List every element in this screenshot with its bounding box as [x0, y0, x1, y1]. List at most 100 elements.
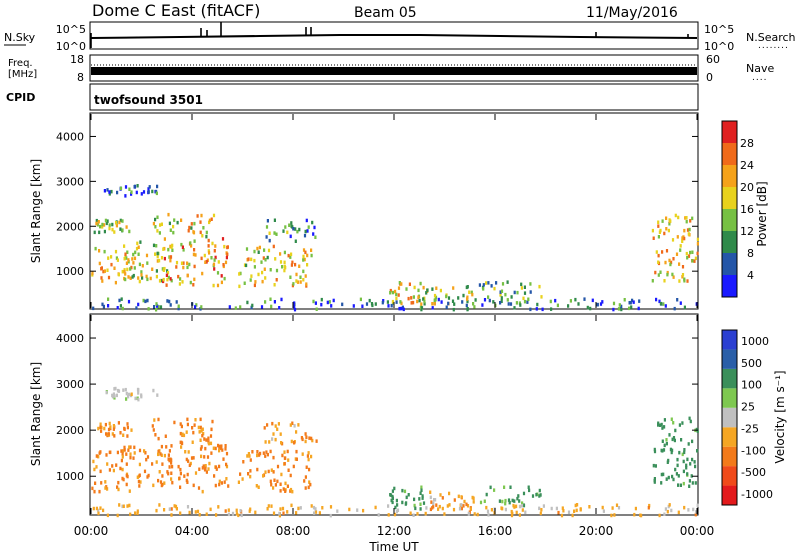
scatter-cell [157, 436, 160, 441]
scatter-cell [225, 464, 229, 469]
scatter-cell [294, 227, 297, 231]
scatter-cell [522, 491, 526, 496]
scatter-cell [134, 511, 137, 515]
y-tick-label: 4000 [56, 130, 84, 143]
scatter-cell [691, 250, 694, 254]
sky-left-label: N.Sky [4, 31, 36, 44]
scatter-cell [261, 270, 264, 275]
scatter-cell [281, 453, 284, 458]
scatter-cell [133, 185, 136, 189]
scatter-cell [390, 303, 393, 308]
scatter-cell [678, 423, 681, 427]
scatter-cell [670, 260, 673, 265]
scatter-cell [194, 305, 197, 309]
scatter-cell [199, 307, 202, 311]
scatter-cell [132, 273, 135, 278]
scatter-cell [186, 265, 189, 270]
scatter-cell [696, 251, 699, 256]
scatter-cell [628, 301, 631, 305]
scatter-cell [177, 306, 180, 311]
scatter-cell [396, 503, 399, 507]
scatter-cell [596, 302, 599, 307]
velocity-y-label: Slant Range [km] [29, 362, 43, 466]
scatter-cell [679, 301, 682, 305]
scatter-cell [216, 271, 220, 275]
scatter-cell [97, 508, 100, 513]
scatter-cell [554, 298, 557, 303]
scatter-cell [158, 470, 161, 474]
y-tick-label: 2000 [56, 220, 84, 233]
scatter-cell [660, 422, 663, 427]
scatter-cell [191, 440, 194, 444]
scatter-cell [151, 462, 154, 466]
scatter-cell [124, 185, 128, 189]
scatter-cell [437, 297, 440, 302]
scatter-cell [152, 388, 155, 393]
scatter-cell [111, 222, 114, 227]
scatter-cell [246, 300, 249, 305]
scatter-cell [151, 189, 154, 194]
scatter-cell [419, 281, 422, 286]
scatter-cell [661, 219, 664, 223]
scatter-cell [152, 221, 155, 226]
scatter-cell [251, 450, 254, 454]
scatter-cell [657, 423, 660, 427]
scatter-cell [136, 475, 139, 479]
scatter-cell [637, 306, 640, 311]
scatter-cell [418, 298, 421, 303]
scatter-cell [226, 245, 229, 250]
scatter-cell [301, 452, 304, 456]
scatter-cell [122, 504, 125, 508]
scatter-cell [279, 482, 282, 486]
scatter-cell [104, 422, 107, 427]
scatter-cell [121, 452, 124, 456]
scatter-region [263, 421, 318, 446]
velocity-scatter [91, 386, 699, 518]
scatter-cell [176, 220, 179, 225]
scatter-cell [108, 468, 111, 472]
scatter-cell [305, 218, 308, 223]
scatter-cell [683, 228, 686, 233]
scatter-cell [261, 279, 264, 284]
scatter-cell [173, 218, 176, 222]
scatter-cell [227, 508, 230, 512]
scatter-cell [289, 275, 292, 279]
scatter-cell [289, 255, 292, 259]
scatter-cell [184, 450, 187, 454]
scatter-cell [127, 394, 130, 399]
scatter-cell [279, 489, 282, 493]
sky-panel-frame [89, 21, 699, 50]
scatter-cell [217, 260, 220, 264]
scatter-cell [257, 250, 260, 254]
scatter-cell [272, 455, 275, 460]
scatter-cell [166, 470, 169, 474]
scatter-cell [249, 458, 252, 462]
scatter-cell [523, 299, 527, 304]
scatter-cell [313, 225, 316, 230]
scatter-cell [356, 508, 359, 512]
scatter-cell [677, 215, 680, 220]
scatter-cell [129, 452, 132, 456]
scatter-cell [205, 234, 208, 239]
scatter-cell [160, 256, 164, 260]
scatter-cell [664, 507, 667, 511]
scatter-cell [94, 246, 97, 251]
scatter-cell [238, 284, 241, 289]
scatter-cell [200, 305, 203, 309]
scatter-cell [200, 213, 203, 218]
scatter-cell [175, 265, 178, 269]
scatter-cell [147, 187, 150, 191]
scatter-cell [308, 436, 311, 440]
scatter-cell [185, 478, 188, 483]
scatter-cell [482, 283, 485, 287]
scatter-cell [304, 486, 307, 490]
scatter-cell [518, 513, 521, 517]
scatter-cell [665, 216, 668, 220]
scatter-cell [330, 304, 333, 308]
scatter-cell [173, 420, 176, 425]
scatter-cell [160, 222, 163, 226]
cbar-tick-label: 16 [740, 203, 754, 216]
scatter-cell [518, 504, 522, 509]
scatter-cell [157, 417, 160, 422]
scatter-cell [136, 511, 139, 515]
